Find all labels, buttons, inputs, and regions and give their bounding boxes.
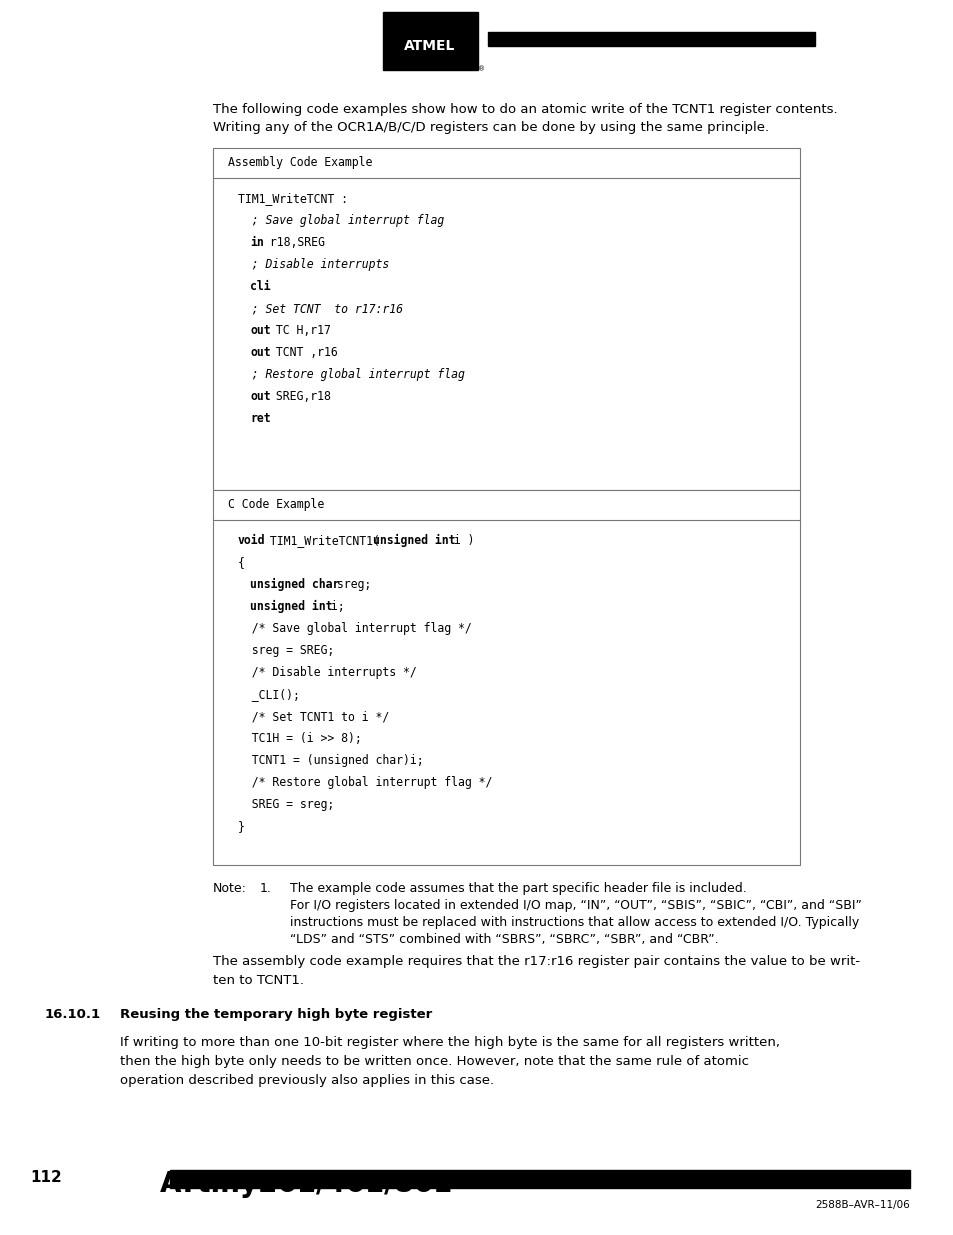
Text: For I/O registers located in extended I/O map, “IN”, “OUT”, “SBIS”, “SBIC”, “CBI: For I/O registers located in extended I/… [290, 899, 861, 911]
Text: 2588B–AVR–11/06: 2588B–AVR–11/06 [815, 1200, 909, 1210]
Text: out: out [250, 390, 271, 403]
Text: 16.10.1: 16.10.1 [45, 1008, 101, 1021]
Text: unsigned int: unsigned int [250, 600, 333, 613]
Text: The assembly code example requires that the r17:r16 register pair contains the v: The assembly code example requires that … [213, 955, 860, 968]
Text: 112: 112 [30, 1170, 62, 1186]
Text: Note:: Note: [213, 882, 247, 895]
Text: r18,SREG: r18,SREG [262, 236, 324, 249]
Text: ; Disable interrupts: ; Disable interrupts [237, 258, 389, 270]
Text: If writing to more than one 10-bit register where the high byte is the same for : If writing to more than one 10-bit regis… [120, 1036, 780, 1049]
Text: i ): i ) [447, 534, 474, 547]
Text: TC H,r17: TC H,r17 [269, 324, 331, 337]
Text: SREG = sreg;: SREG = sreg; [237, 798, 334, 811]
Bar [213, 490, 800, 864]
Text: Writing any of the OCR1A/B/C/D registers can be done by using the same principle: Writing any of the OCR1A/B/C/D registers… [213, 121, 768, 135]
Text: }: } [237, 820, 245, 832]
Text: TCNT1 = (unsigned char)i;: TCNT1 = (unsigned char)i; [237, 755, 423, 767]
Text: unsigned int: unsigned int [373, 534, 456, 547]
Text: instructions must be replaced with instructions that allow access to extended I/: instructions must be replaced with instr… [290, 916, 859, 929]
Text: i;: i; [324, 600, 344, 613]
Text: Assembly Code Example: Assembly Code Example [228, 156, 372, 169]
Text: ; Save global interrupt flag: ; Save global interrupt flag [237, 214, 444, 227]
Text: TIM1_WriteTCNT1(: TIM1_WriteTCNT1( [262, 534, 386, 547]
Text: TCNT ,r16: TCNT ,r16 [269, 346, 337, 359]
Text: then the high byte only needs to be written once. However, note that the same ru: then the high byte only needs to be writ… [120, 1055, 748, 1068]
Text: ATtiny261/461/861: ATtiny261/461/861 [160, 1170, 453, 1198]
Text: ; Set TCNT  to r17:r16: ; Set TCNT to r17:r16 [237, 303, 402, 315]
Text: ; Restore global interrupt flag: ; Restore global interrupt flag [237, 368, 464, 382]
Bar [488, 32, 814, 46]
Text: /* Restore global interrupt flag */: /* Restore global interrupt flag */ [237, 776, 492, 789]
Text: operation described previously also applies in this case.: operation described previously also appl… [120, 1074, 494, 1087]
Text: out: out [250, 324, 271, 337]
Text: in: in [250, 236, 264, 249]
Text: unsigned char: unsigned char [250, 578, 339, 592]
Text: 1.: 1. [260, 882, 272, 895]
Text: Reusing the temporary high byte register: Reusing the temporary high byte register [120, 1008, 432, 1021]
Text: “LDS” and “STS” combined with “SBRS”, “SBRC”, “SBR”, and “CBR”.: “LDS” and “STS” combined with “SBRS”, “S… [290, 932, 718, 946]
Text: The example code assumes that the part specific header file is included.: The example code assumes that the part s… [290, 882, 746, 895]
Text: /* Set TCNT1 to i */: /* Set TCNT1 to i */ [237, 710, 389, 722]
Text: ten to TCNT1.: ten to TCNT1. [213, 974, 304, 987]
Text: /* Disable interrupts */: /* Disable interrupts */ [237, 666, 416, 679]
Text: sreg = SREG;: sreg = SREG; [237, 643, 334, 657]
Text: ®: ® [477, 65, 485, 72]
Text: SREG,r18: SREG,r18 [269, 390, 331, 403]
Bar [170, 1170, 909, 1188]
Text: sreg;: sreg; [330, 578, 371, 592]
Text: C Code Example: C Code Example [228, 498, 324, 511]
Text: _CLI();: _CLI(); [237, 688, 299, 701]
Text: The following code examples show how to do an atomic write of the TCNT1 register: The following code examples show how to … [213, 103, 837, 116]
Text: ret: ret [250, 412, 271, 425]
Text: ATMEL: ATMEL [404, 40, 456, 53]
Text: void: void [237, 534, 265, 547]
Text: cli: cli [250, 280, 271, 293]
Text: {: { [237, 556, 245, 569]
Text: TIM1_WriteTCNT :: TIM1_WriteTCNT : [237, 191, 348, 205]
Text: TC1H = (i >> 8);: TC1H = (i >> 8); [237, 732, 361, 745]
Bar [382, 12, 477, 70]
Text: /* Save global interrupt flag */: /* Save global interrupt flag */ [237, 622, 471, 635]
Bar [213, 148, 800, 490]
Text: out: out [250, 346, 271, 359]
